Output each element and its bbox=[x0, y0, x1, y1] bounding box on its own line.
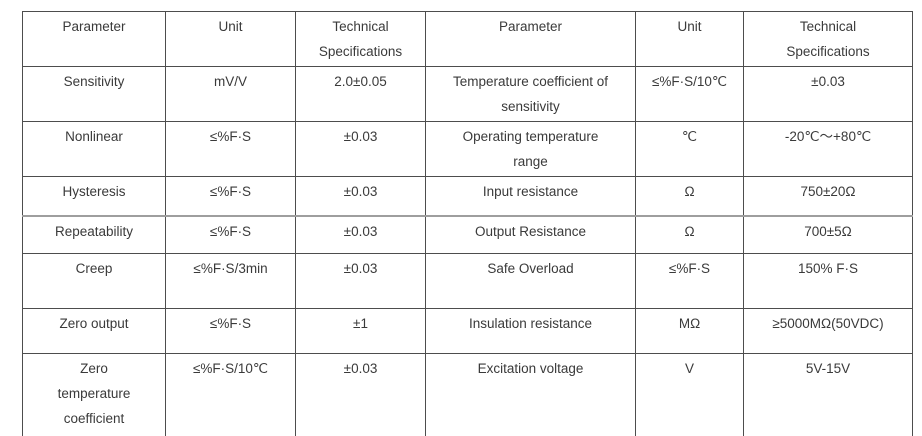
spec-cell: 5V-15V bbox=[743, 353, 913, 436]
parameter-cell: Hysteresis bbox=[22, 176, 166, 216]
column-header-parameter-left: Parameter bbox=[22, 11, 166, 67]
table-row-sensitivity: Sensitivity mV/V 2.0±0.05 Temperature co… bbox=[22, 66, 913, 122]
column-header-specs-left: Technical Specifications bbox=[295, 11, 426, 67]
unit-cell: ≤%F·S/3min bbox=[165, 253, 296, 309]
parameter-cell: Insulation resistance bbox=[425, 308, 636, 354]
parameter-cell: Safe Overload bbox=[425, 253, 636, 309]
unit-cell: Ω bbox=[635, 176, 744, 216]
spec-cell: ≥5000MΩ(50VDC) bbox=[743, 308, 913, 354]
spec-cell: -20℃～+80℃ bbox=[743, 121, 913, 177]
table-row-repeatability: Repeatability ≤%F·S ±0.03 Output Resista… bbox=[22, 214, 913, 254]
unit-cell: mV/V bbox=[165, 66, 296, 122]
parameter-cell: Sensitivity bbox=[22, 66, 166, 122]
unit-cell: MΩ bbox=[635, 308, 744, 354]
unit-cell: ≤%F·S bbox=[635, 253, 744, 309]
unit-cell: ≤%F·S bbox=[165, 308, 296, 354]
parameter-cell: Input resistance bbox=[425, 176, 636, 216]
specifications-table: Parameter Unit Technical Specifications … bbox=[22, 11, 913, 436]
parameter-cell: Zero output bbox=[22, 308, 166, 354]
spec-cell: 150% F·S bbox=[743, 253, 913, 309]
spec-cell: ±1 bbox=[295, 308, 426, 354]
unit-cell: ≤%F·S bbox=[165, 176, 296, 216]
parameter-cell: Temperature coefficient of sensitivity bbox=[425, 66, 636, 122]
column-header-unit-left: Unit bbox=[165, 11, 296, 67]
spec-cell: ±0.03 bbox=[295, 214, 426, 254]
unit-cell: Ω bbox=[635, 214, 744, 254]
table-row-nonlinear: Nonlinear ≤%F·S ±0.03 Operating temperat… bbox=[22, 121, 913, 177]
spec-cell: ±0.03 bbox=[295, 253, 426, 309]
parameter-cell: Repeatability bbox=[22, 214, 166, 254]
column-header-specs-right: Technical Specifications bbox=[743, 11, 913, 67]
unit-cell: ≤%F·S bbox=[165, 121, 296, 177]
parameter-cell: Operating temperature range bbox=[425, 121, 636, 177]
spec-cell: ±0.03 bbox=[295, 176, 426, 216]
unit-cell: ℃ bbox=[635, 121, 744, 177]
unit-cell: ≤%F·S/10℃ bbox=[165, 353, 296, 436]
unit-cell: V bbox=[635, 353, 744, 436]
spec-cell: 700±5Ω bbox=[743, 214, 913, 254]
unit-cell: ≤%F·S/10℃ bbox=[635, 66, 744, 122]
parameter-cell: Zero temperature coefficient bbox=[22, 353, 166, 436]
column-header-unit-right: Unit bbox=[635, 11, 744, 67]
parameter-cell: Creep bbox=[22, 253, 166, 309]
unit-cell: ≤%F·S bbox=[165, 214, 296, 254]
table-row-hysteresis: Hysteresis ≤%F·S ±0.03 Input resistance … bbox=[22, 176, 913, 216]
spec-cell: 750±20Ω bbox=[743, 176, 913, 216]
table-row-zero-output: Zero output ≤%F·S ±1 Insulation resistan… bbox=[22, 308, 913, 354]
parameter-cell: Excitation voltage bbox=[425, 353, 636, 436]
table-row-creep: Creep ≤%F·S/3min ±0.03 Safe Overload ≤%F… bbox=[22, 253, 913, 309]
table-header-row: Parameter Unit Technical Specifications … bbox=[22, 11, 913, 67]
parameter-cell: Nonlinear bbox=[22, 121, 166, 177]
spec-cell: 2.0±0.05 bbox=[295, 66, 426, 122]
spec-cell: ±0.03 bbox=[295, 121, 426, 177]
spec-cell: ±0.03 bbox=[743, 66, 913, 122]
table-row-zero-temperature-coefficient: Zero temperature coefficient ≤%F·S/10℃ ±… bbox=[22, 353, 913, 436]
column-header-parameter-right: Parameter bbox=[425, 11, 636, 67]
spec-cell: ±0.03 bbox=[295, 353, 426, 436]
parameter-cell: Output Resistance bbox=[425, 214, 636, 254]
